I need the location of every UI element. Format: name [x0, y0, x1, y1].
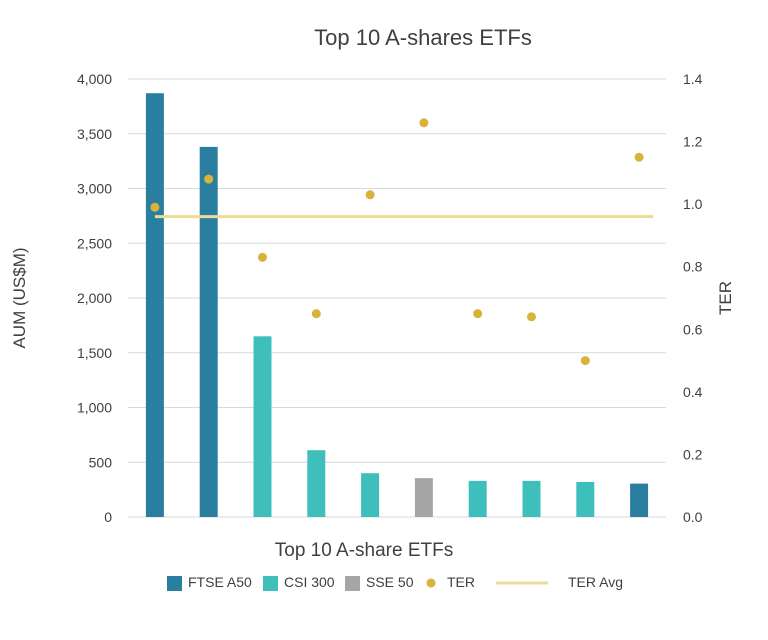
y2-tick-label: 0.0	[683, 509, 703, 525]
y-tick-label: 0	[104, 509, 112, 525]
bar	[361, 473, 380, 517]
legend-swatch	[345, 576, 360, 591]
y2-tick-label: 1.0	[683, 196, 703, 212]
bar	[522, 480, 541, 517]
legend-swatch	[167, 576, 182, 591]
y2-tick-label: 1.2	[683, 134, 703, 150]
y2-tick-label: 0.2	[683, 446, 703, 462]
y-tick-label: 3,500	[77, 126, 112, 142]
legend-label: TER	[447, 574, 475, 590]
y2-tick-label: 0.6	[683, 321, 703, 337]
y2-tick-label: 1.4	[683, 71, 703, 87]
axes: 0 500 1,000 1,500 2,000 2,500 3,000 3,500 4,000 0…	[77, 71, 703, 525]
ter-point	[527, 312, 536, 322]
ter-point	[311, 309, 321, 319]
y-tick-label: 1,500	[77, 345, 112, 361]
legend: FTSE A50 CSI 300 SSE 50 TER TER Avg	[167, 574, 623, 591]
y2-axis-title: TER	[716, 281, 735, 315]
ter-point	[150, 202, 160, 212]
y2-tick-label: 0.8	[683, 259, 703, 275]
ter-series	[150, 118, 644, 366]
y-axis-title: AUM (US$M)	[10, 247, 29, 348]
y-tick-label: 2,500	[77, 235, 112, 251]
y-tick-label: 4,000	[77, 71, 112, 87]
y2-tick-label: 0.4	[683, 384, 703, 400]
chart-title: Top 10 A-shares ETFs	[314, 25, 532, 50]
ter-point	[634, 152, 644, 162]
legend-label: TER Avg	[568, 574, 623, 590]
bar-series	[145, 93, 649, 518]
bar	[468, 480, 487, 517]
x-axis-title: Top 10 A-share ETFs	[275, 540, 453, 561]
bar	[199, 146, 218, 517]
ter-point	[580, 356, 590, 366]
bar	[253, 336, 272, 517]
legend-swatch	[263, 576, 278, 591]
legend-label: CSI 300	[284, 574, 335, 590]
y-tick-label: 2,000	[77, 290, 112, 306]
bar	[630, 483, 649, 517]
y-tick-label: 500	[89, 454, 113, 470]
bar	[145, 93, 164, 518]
legend-label: SSE 50	[366, 574, 414, 590]
ter-point	[258, 252, 267, 262]
ter-point	[419, 118, 429, 128]
legend-label: FTSE A50	[188, 574, 252, 590]
ter-point	[365, 190, 375, 200]
ter-point	[473, 309, 483, 319]
y-tick-label: 1,000	[77, 400, 112, 416]
bar	[307, 450, 326, 517]
bar	[576, 481, 595, 517]
legend-marker	[426, 578, 436, 588]
bar	[414, 478, 433, 517]
ter-point	[204, 174, 214, 184]
y-tick-label: 3,000	[77, 181, 112, 197]
